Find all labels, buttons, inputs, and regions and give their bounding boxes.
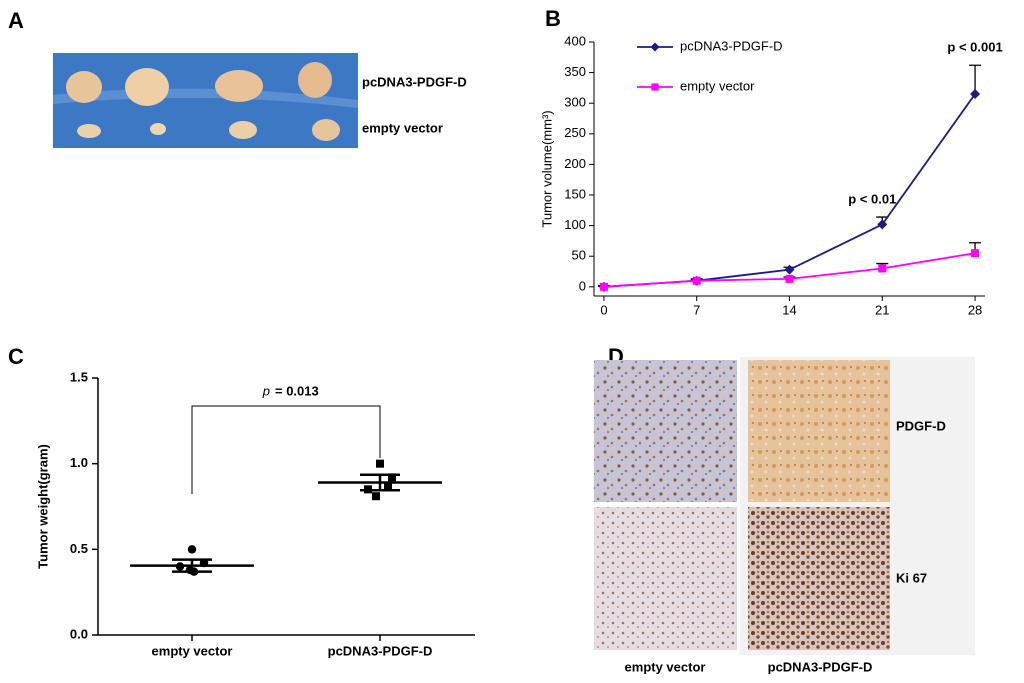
marker: [650, 42, 660, 52]
p-value: p < 0.001: [947, 39, 1002, 54]
row-label: pcDNA3-PDGF-D: [362, 74, 467, 89]
error-bar: [360, 473, 400, 492]
y-tick-label: 300: [564, 95, 586, 110]
series-line: [603, 93, 976, 288]
x-tick-label: 14: [782, 302, 796, 317]
y-tick-label: 250: [564, 125, 586, 140]
panel-letter: A: [8, 8, 24, 33]
ihc-image: [748, 360, 890, 502]
row-label: Ki 67: [896, 570, 927, 585]
y-axis-label: Tumor weight(gram): [35, 444, 50, 569]
legend-label: pcDNA3-PDGF-D: [680, 38, 783, 53]
y-tick-label: 200: [564, 156, 586, 171]
p-value: p < 0.01: [848, 191, 896, 206]
p-value: = 0.013: [275, 383, 319, 398]
marker: [376, 459, 384, 468]
marker: [384, 481, 392, 490]
marker: [877, 219, 888, 230]
marker: [878, 264, 887, 273]
y-tick-label: 50: [572, 248, 586, 263]
marker: [599, 282, 608, 291]
p-symbol: p: [262, 383, 270, 398]
x-tick-label: 7: [693, 302, 700, 317]
x-tick-label: 0: [600, 302, 607, 317]
legend-label: empty vector: [680, 78, 755, 93]
y-tick-label: 0.5: [70, 541, 88, 556]
x-tick-label: empty vector: [152, 643, 233, 658]
column-label: pcDNA3-PDGF-D: [768, 659, 873, 674]
y-tick-label: 150: [564, 186, 586, 201]
y-axis-label: Tumor volume(mm³): [539, 110, 554, 227]
x-tick-label: pcDNA3-PDGF-D: [328, 643, 433, 658]
marker: [388, 473, 396, 482]
marker: [971, 249, 980, 258]
panel-letter: B: [545, 6, 561, 31]
ihc-image: [594, 507, 737, 650]
significance-bracket: [191, 405, 381, 494]
x-tick-label: 28: [968, 302, 982, 317]
x-tick-label: 21: [875, 302, 889, 317]
y-tick-label: 0: [579, 278, 586, 293]
y-tick-label: 1.5: [70, 369, 88, 384]
marker: [784, 264, 795, 275]
row-label: empty vector: [362, 120, 443, 135]
marker: [970, 89, 981, 100]
y-tick-label: 0.0: [70, 626, 88, 641]
marker: [785, 274, 794, 283]
y-tick-label: 350: [564, 64, 586, 79]
marker: [692, 276, 701, 285]
row-label: PDGF-D: [896, 418, 946, 433]
error-bar: [172, 558, 212, 573]
panel-letter: C: [8, 344, 24, 369]
tumor-photo: [53, 53, 358, 148]
marker: [651, 83, 659, 91]
ihc-image: [748, 507, 890, 650]
marker: [187, 545, 197, 554]
column-label: empty vector: [625, 659, 706, 674]
y-tick-label: 400: [564, 33, 586, 48]
y-tick-label: 1.0: [70, 455, 88, 470]
y-tick-label: 100: [564, 217, 586, 232]
marker: [372, 492, 380, 501]
ihc-image: [594, 360, 737, 502]
